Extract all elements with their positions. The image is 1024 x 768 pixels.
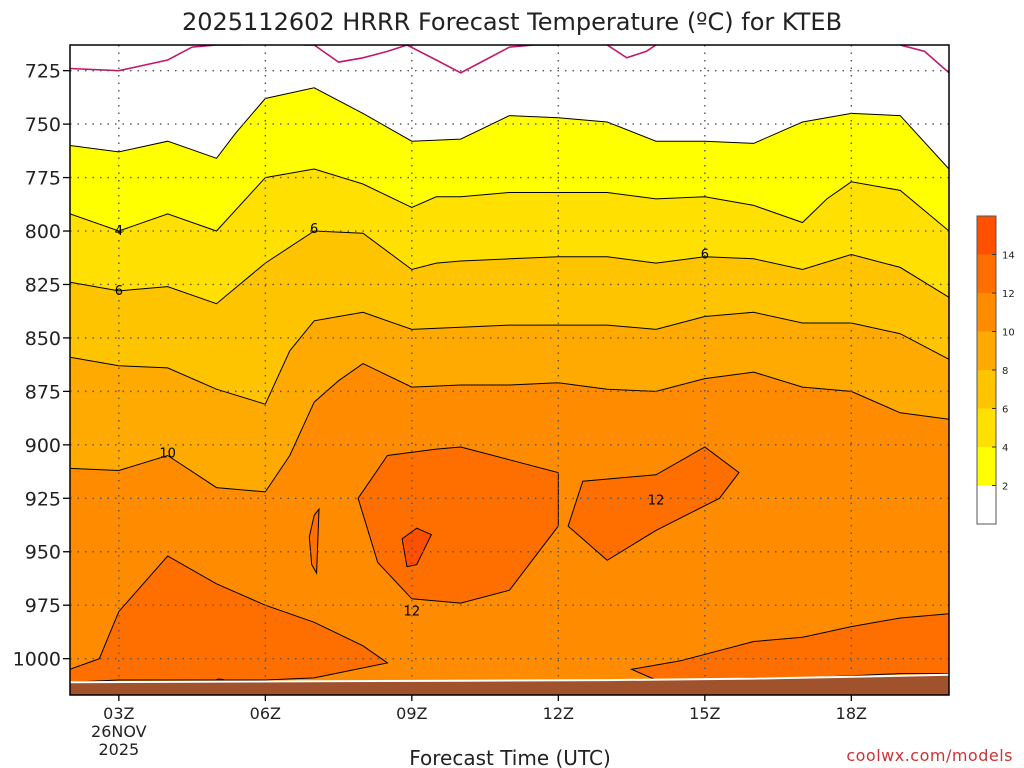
colorbar-tick-label: 12 — [1002, 289, 1015, 300]
x-tick-label: 15Z — [689, 704, 720, 723]
contour-label-text: 6 — [701, 248, 709, 263]
region-14-fill-0 — [402, 528, 432, 567]
colorbar-band-8 — [977, 331, 996, 370]
colorbar-band-0 — [977, 485, 996, 524]
surface-layer — [70, 673, 949, 695]
contour-line-14-0 — [401, 527, 433, 568]
temperature-bands — [70, 45, 949, 695]
y-tick-label: 975 — [25, 595, 61, 617]
colorbar-tick-label: 4 — [1002, 443, 1008, 454]
colorbar-tick-label: 2 — [1002, 482, 1008, 493]
colorbar-band-4 — [977, 408, 996, 447]
contour-label-text: 12 — [648, 493, 665, 508]
contour-label-1: 6 — [115, 284, 123, 299]
contour-labels: 4 6 6 6 10 12 12 — [115, 222, 709, 620]
contour-line-10 — [70, 363, 949, 493]
y-tick-label: 925 — [25, 488, 61, 510]
x-tick-label: 18Z — [836, 704, 867, 723]
colorbar: 2 4 6 8 10 12 14 — [976, 215, 1015, 525]
contour-label-text: 6 — [310, 222, 318, 237]
region-12-fill-4 — [631, 613, 949, 680]
y-tick-label: 1000 — [13, 649, 61, 671]
y-tick-label: 725 — [25, 61, 61, 83]
contour-line-12-1 — [567, 446, 740, 561]
contour-label-text: 4 — [115, 224, 123, 239]
colorbar-band-10 — [977, 293, 996, 332]
y-tick-label: 775 — [25, 168, 61, 190]
x-tick-label: 12Z — [543, 704, 574, 723]
surface-ground — [70, 675, 949, 695]
contour-line-2 — [70, 87, 949, 170]
cold-contour-3 — [606, 45, 657, 59]
colorbar-tick-label: 6 — [1002, 405, 1008, 416]
cold-contour-0 — [70, 45, 241, 72]
contour-line-12-3 — [70, 555, 389, 683]
cold-contour-1 — [304, 45, 408, 63]
contour-label-4: 10 — [159, 446, 176, 461]
x-tick-date: 26NOV — [91, 722, 147, 741]
x-tick-label: 09Z — [396, 704, 427, 723]
contour-label-6: 12 — [404, 605, 421, 620]
region-12-fill-1 — [568, 447, 739, 561]
region-12-fill-3 — [70, 556, 388, 683]
contour-label-text: 6 — [115, 284, 123, 299]
y-tick-label: 950 — [25, 542, 61, 564]
contour-label-text: 12 — [404, 605, 421, 620]
colorbar-band-6 — [977, 370, 996, 409]
colorbar-tick-label: 8 — [1002, 366, 1008, 377]
y-axis-ticks: 725 750 775 800 825 850 875 900 925 950 975 1000 — [13, 61, 70, 671]
band-above-2 — [70, 45, 949, 169]
contour-line-6 — [70, 230, 949, 305]
plot-frame — [69, 44, 950, 696]
x-tick-year: 2025 — [98, 740, 139, 759]
contour-line-4 — [70, 168, 949, 232]
contour-lines — [70, 45, 949, 683]
plot-area: 4 6 6 6 10 12 12 — [70, 45, 949, 695]
y-tick-label: 750 — [25, 114, 61, 136]
contour-line-8 — [70, 311, 949, 405]
x-tick-label: 03Z — [103, 704, 134, 723]
credit-text: coolwx.com/models — [846, 746, 1013, 765]
y-tick-label: 800 — [25, 221, 61, 243]
colorbar-band-12 — [977, 254, 996, 293]
chart-title: 2025112602 HRRR Forecast Temperature (ºC… — [182, 8, 842, 36]
contour-label-5: 12 — [648, 493, 665, 508]
colorbar-band-2 — [977, 447, 996, 486]
colorbar-tick-label: 14 — [1002, 251, 1015, 262]
y-tick-label: 825 — [25, 274, 61, 296]
y-tick-label: 900 — [25, 435, 61, 457]
contour-label-2: 6 — [310, 222, 318, 237]
x-tick-label: 06Z — [250, 704, 281, 723]
cold-contour-2 — [406, 45, 559, 74]
colorbar-tick-label: 10 — [1002, 328, 1015, 339]
contour-label-3: 6 — [701, 248, 709, 263]
x-axis-label: Forecast Time (UTC) — [409, 746, 611, 768]
contour-line-14-1 — [216, 678, 224, 681]
y-tick-label: 850 — [25, 328, 61, 350]
cold-contour-4 — [899, 45, 949, 74]
y-tick-label: 875 — [25, 381, 61, 403]
contour-label-0: 4 — [115, 224, 123, 239]
contour-line-12-2 — [308, 507, 320, 575]
colorbar-band-14 — [977, 216, 996, 255]
contour-line-12-0 — [357, 446, 559, 604]
contour-label-text: 10 — [159, 446, 176, 461]
region-12-fill-2 — [309, 509, 319, 574]
